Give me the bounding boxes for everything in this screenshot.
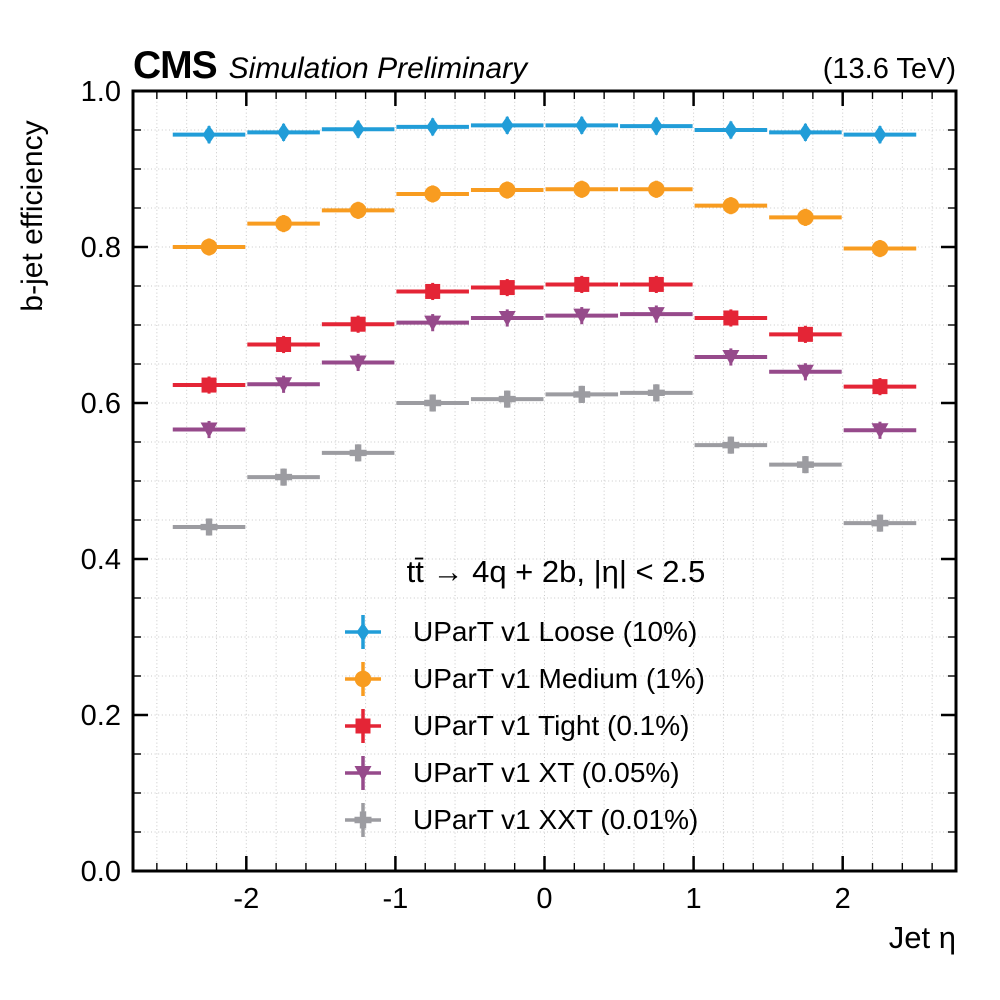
series-upart-v1-xxt-0-01- [172,384,917,536]
data-point-marker [722,197,740,214]
data-point-marker [647,307,665,323]
data-point-marker [349,355,367,371]
y-tick-label: 0.4 [81,544,121,576]
axis-ticks [133,91,956,871]
data-point-marker [574,276,590,292]
data-point-marker [723,310,739,326]
data-point-marker [648,276,664,292]
data-point-marker [647,384,665,402]
data-point-marker [349,444,367,462]
data-point-marker [798,122,812,142]
energy-label: (13.6 TeV) [822,53,956,85]
data-point-marker [425,283,441,299]
data-point-marker [349,202,367,219]
x-axis-title: Jet η [888,920,956,955]
data-point-marker [573,308,591,325]
data-point-marker [426,117,440,137]
data-point-marker [424,394,442,412]
data-point-marker [351,119,365,139]
data-point-marker [276,337,292,352]
simulation-label: Simulation Preliminary [228,52,528,85]
y-tick-label: 1.0 [81,76,121,108]
experiment-logo-text: CMS [133,44,218,87]
data-point-marker [200,238,218,256]
gridlines [133,91,956,871]
data-point-marker [573,180,591,198]
data-point-marker [872,379,888,395]
data-point-marker [200,422,218,439]
data-point-marker [871,240,889,257]
data-point-marker [873,125,887,145]
data-point-marker [722,349,740,366]
series-upart-v1-xt-0-05- [172,305,917,439]
y-axis-title: b-jet efficiency [16,120,49,312]
series-upart-v1-tight-0-1- [172,275,917,396]
data-point-marker [275,215,292,232]
x-tick-label: 2 [835,883,851,915]
plot-header: CMS Simulation Preliminary (13.6 TeV) [133,44,956,88]
data-point-marker [277,122,291,142]
data-point-marker [498,181,516,199]
data-point-marker [498,390,516,408]
data-point-marker [871,514,889,532]
data-point-marker [499,280,515,296]
tick-labels: -2 -1 0 1 2 0.0 0.2 0.4 0.6 0.8 1.0 [81,76,851,915]
data-point-marker [200,518,218,536]
data-point-marker [275,377,293,393]
data-point-marker [796,364,814,381]
x-tick-label: 0 [536,883,552,915]
series-upart-v1-medium-1- [172,180,917,258]
data-point-marker [500,115,514,135]
x-tick-label: -2 [233,883,259,915]
data-point-marker [275,468,293,486]
data-point-marker [797,209,814,226]
data-point-marker [648,180,665,198]
x-tick-label: -1 [383,883,409,915]
data-point-marker [350,316,366,332]
series-upart-v1-loose-10- [172,115,917,145]
data-point-marker [424,315,442,332]
y-tick-label: 0.8 [81,232,121,264]
y-tick-label: 0.2 [81,700,121,732]
data-point-marker [201,377,217,393]
data-point-marker [498,310,516,327]
data-point-marker [573,385,591,403]
x-tick-label: 1 [686,883,702,915]
data-point-marker [724,120,738,140]
y-tick-label: 0.6 [81,388,121,420]
data-point-marker [424,185,441,203]
data-point-marker [722,436,740,454]
data-point-marker [202,125,216,145]
data-point-marker [649,116,663,136]
data-point-marker [871,423,889,439]
data-point-marker [797,326,813,342]
y-tick-label: 0.0 [81,856,121,888]
data-point-marker [796,456,814,474]
data-point-marker [575,115,589,135]
